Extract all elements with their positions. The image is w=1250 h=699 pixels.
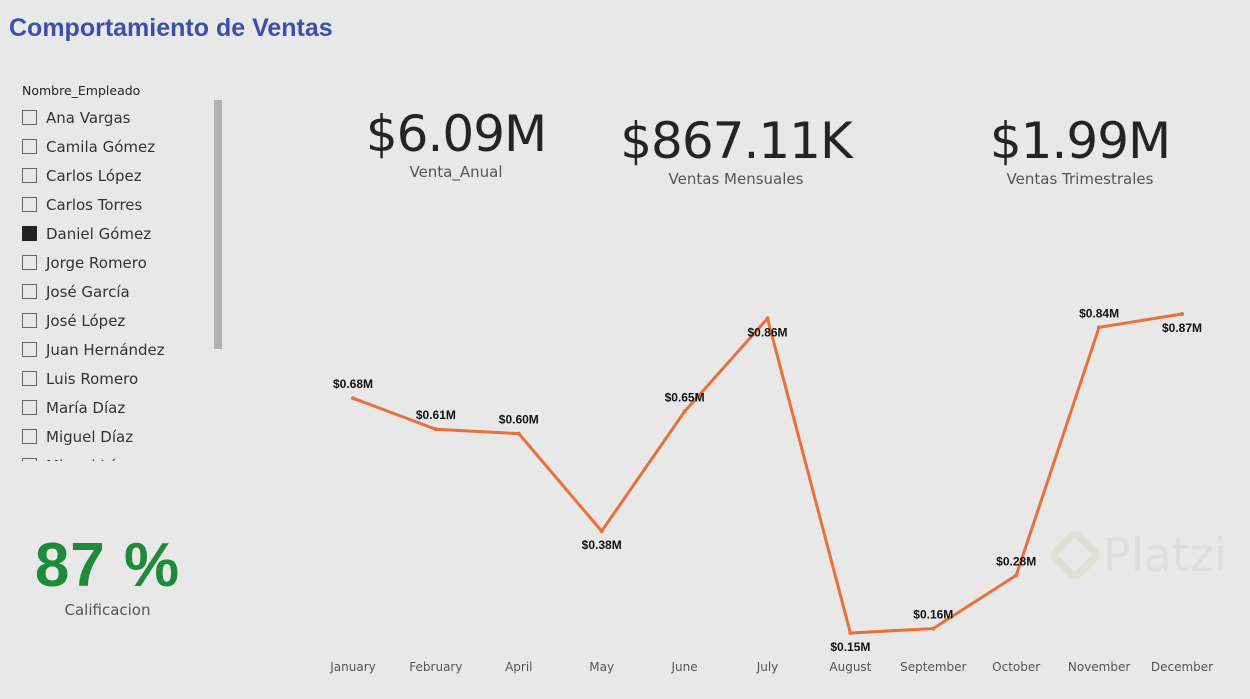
checkbox[interactable] <box>22 168 37 183</box>
slicer-item-label: Miguel Díaz <box>46 427 134 446</box>
slicer-item-label: María Díaz <box>46 398 126 417</box>
slicer-item-label: Miguel López <box>46 457 144 462</box>
slicer-scrollbar[interactable] <box>214 100 222 349</box>
slicer-item-label: Camila Gómez <box>46 137 156 156</box>
data-point[interactable] <box>1014 573 1019 578</box>
slicer-item-label: Daniel Gómez <box>46 224 152 243</box>
slicer-item-label: Luis Romero <box>46 369 139 388</box>
data-point[interactable] <box>599 529 604 534</box>
checkbox[interactable] <box>22 458 37 461</box>
kpi-ventas-trimestrales: $1.99M Ventas Trimestrales <box>970 112 1190 188</box>
x-tick-label: July <box>756 660 779 674</box>
data-label: $0.68M <box>333 377 373 391</box>
data-label: $0.38M <box>582 538 622 552</box>
x-tick-label: April <box>505 660 532 674</box>
data-point[interactable] <box>433 427 438 432</box>
slicer-header: Nombre_Empleado <box>22 83 141 98</box>
slicer-item-label: Ana Vargas <box>46 108 131 127</box>
checkbox[interactable] <box>22 226 37 241</box>
slicer-item[interactable]: Juan Hernández <box>22 335 212 364</box>
x-tick-label: February <box>409 660 462 674</box>
x-tick-label: September <box>900 660 966 674</box>
data-point[interactable] <box>931 626 936 631</box>
kpi-label: Ventas Mensuales <box>668 170 804 188</box>
x-tick-label: May <box>589 660 614 674</box>
kpi-value: $6.09M <box>365 105 547 163</box>
x-tick-label: November <box>1068 660 1130 674</box>
page-title: Comportamiento de Ventas <box>9 14 333 42</box>
slicer-item[interactable]: María Díaz <box>22 393 212 422</box>
checkbox[interactable] <box>22 429 37 444</box>
slicer-item-label: Jorge Romero <box>46 253 147 272</box>
data-point[interactable] <box>1097 325 1102 330</box>
slicer-item[interactable]: Carlos López <box>22 161 212 190</box>
data-label: $0.15M <box>830 640 870 654</box>
x-tick-label: June <box>671 660 698 674</box>
slicer-item-label: José López <box>46 311 126 330</box>
slicer-item[interactable]: Luis Romero <box>22 364 212 393</box>
score-value: 87 % <box>34 531 181 600</box>
data-label: $0.28M <box>996 554 1036 568</box>
data-point[interactable] <box>1180 312 1184 317</box>
slicer-item[interactable]: José López <box>22 306 212 335</box>
checkbox[interactable] <box>22 313 37 328</box>
x-tick-label: October <box>992 660 1040 674</box>
score-card: 87 % Calificacion <box>20 530 195 619</box>
data-label: $0.65M <box>665 391 705 405</box>
slicer-item-label: Juan Hernández <box>46 340 165 359</box>
platzi-watermark: Platzi <box>1045 525 1227 585</box>
checkbox[interactable] <box>22 139 37 154</box>
x-tick-label: January <box>329 660 376 674</box>
checkbox[interactable] <box>22 400 37 415</box>
kpi-venta-anual: $6.09M Venta_Anual <box>356 105 556 181</box>
slicer-item-label: Carlos Torres <box>46 195 143 214</box>
checkbox[interactable] <box>22 197 37 212</box>
slicer-item[interactable]: Carlos Torres <box>22 190 212 219</box>
data-label: $0.87M <box>1162 321 1202 335</box>
data-point[interactable] <box>516 431 521 436</box>
checkbox[interactable] <box>22 371 37 386</box>
slicer-item[interactable]: Camila Gómez <box>22 132 212 161</box>
data-point[interactable] <box>765 316 770 321</box>
kpi-label: Ventas Trimestrales <box>1006 170 1154 188</box>
slicer-item[interactable]: Miguel López <box>22 451 212 461</box>
platzi-logo-icon <box>1050 530 1100 580</box>
score-label: Calificacion <box>64 601 151 619</box>
data-label: $0.86M <box>747 325 787 339</box>
data-label: $0.61M <box>416 408 456 422</box>
series-line <box>352 312 1183 635</box>
platzi-wordmark: Platzi <box>1103 528 1227 582</box>
kpi-value: $1.99M <box>989 112 1171 170</box>
checkbox[interactable] <box>22 255 37 270</box>
data-point[interactable] <box>351 396 355 401</box>
slicer-item[interactable]: Ana Vargas <box>22 103 212 132</box>
slicer-item[interactable]: Jorge Romero <box>22 248 212 277</box>
data-label: $0.60M <box>499 413 539 427</box>
kpi-label: Venta_Anual <box>409 163 503 181</box>
slicer-item-label: Carlos López <box>46 166 142 185</box>
slicer-item[interactable]: José García <box>22 277 212 306</box>
kpi-ventas-mensuales: $867.11K Ventas Mensuales <box>606 112 866 188</box>
kpi-value: $867.11K <box>620 112 853 170</box>
data-point[interactable] <box>682 409 687 414</box>
checkbox[interactable] <box>22 284 37 299</box>
data-label: $0.84M <box>1079 306 1119 320</box>
employee-slicer: Ana Vargas Camila Gómez Carlos López Carlos… <box>22 103 212 461</box>
x-tick-label: December <box>1151 660 1213 674</box>
slicer-item-label: José García <box>46 282 130 301</box>
checkbox[interactable] <box>22 342 37 357</box>
slicer-item[interactable]: Daniel Gómez <box>22 219 212 248</box>
slicer-item[interactable]: Miguel Díaz <box>22 422 212 451</box>
checkbox[interactable] <box>22 110 37 125</box>
data-label: $0.16M <box>913 608 953 622</box>
x-tick-label: August <box>829 660 871 674</box>
data-point[interactable] <box>848 631 853 635</box>
